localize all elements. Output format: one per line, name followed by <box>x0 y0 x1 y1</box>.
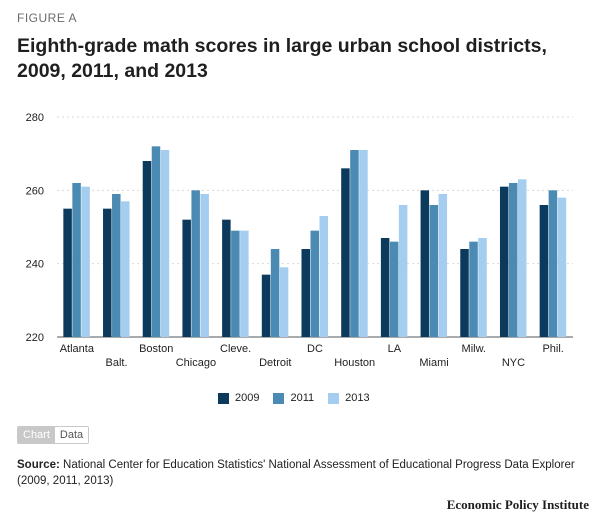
x-tick-label: Atlanta <box>60 343 95 355</box>
bar-cleve-2011 <box>231 230 240 337</box>
legend-label-2009: 2009 <box>235 392 260 404</box>
source-note: Source: National Center for Education St… <box>17 457 592 489</box>
bar-atlanta-2011 <box>72 183 81 337</box>
x-tick-label: Phil. <box>542 343 563 355</box>
x-tick-label: Chicago <box>176 357 216 369</box>
legend-item-2013: 2013 <box>328 392 370 404</box>
bar-phil-2009 <box>539 205 549 337</box>
x-tick-label: Balt. <box>106 357 128 369</box>
legend-label-2013: 2013 <box>345 392 370 404</box>
bar-boston-2011 <box>151 146 161 337</box>
bar-la-2013 <box>398 205 408 337</box>
bar-dc-2011 <box>310 230 319 337</box>
bar-milw-2011 <box>469 241 478 337</box>
legend-swatch-2011 <box>273 392 285 404</box>
bar-balt-2009 <box>103 208 112 337</box>
bar-detroit-2009 <box>261 274 271 337</box>
bar-la-2011 <box>389 241 399 337</box>
figure-label: FIGURE A <box>17 11 78 25</box>
bar-detroit-2013 <box>279 267 289 337</box>
bar-houston-2011 <box>350 150 359 337</box>
bar-houston-2009 <box>341 168 350 337</box>
legend-label-2011: 2011 <box>290 392 315 404</box>
x-tick-label: Boston <box>139 343 173 355</box>
bar-cleve-2009 <box>222 219 231 337</box>
bar-boston-2009 <box>142 161 152 337</box>
legend-swatch-2013 <box>328 392 340 404</box>
bar-chicago-2013 <box>200 194 209 337</box>
bar-detroit-2011 <box>270 249 280 337</box>
legend-item-2011: 2011 <box>273 392 314 404</box>
bar-phil-2013 <box>557 197 567 337</box>
source-label: Source: <box>17 459 60 471</box>
bar-chicago-2011 <box>191 190 200 337</box>
legend-swatch-2009 <box>218 392 229 404</box>
bar-chicago-2009 <box>182 219 191 337</box>
bar-nyc-2013 <box>517 179 527 337</box>
bar-dc-2013 <box>319 216 328 337</box>
chart-data-toggle: Chart Data <box>17 426 90 444</box>
bar-la-2009 <box>380 238 390 337</box>
bar-boston-2013 <box>160 150 170 337</box>
bar-balt-2013 <box>121 201 130 337</box>
bar-atlanta-2009 <box>63 208 72 337</box>
bar-balt-2011 <box>112 194 121 337</box>
legend-item-2009: 2009 <box>218 392 259 404</box>
bar-houston-2013 <box>359 150 368 337</box>
y-tick-label: 220 <box>26 332 44 344</box>
bar-nyc-2009 <box>499 186 509 337</box>
bar-milw-2013 <box>478 238 487 337</box>
x-tick-label: LA <box>388 343 402 355</box>
x-tick-label: Houston <box>334 357 375 369</box>
chart-tab-button[interactable]: Chart <box>18 427 55 443</box>
y-tick-label: 280 <box>26 112 44 124</box>
source-text: National Center for Education Statistics… <box>17 459 575 487</box>
bar-cleve-2013 <box>240 230 249 337</box>
x-tick-label: Cleve. <box>220 343 251 355</box>
bar-miami-2011 <box>429 205 439 337</box>
brand-logo: Economic Policy Institute <box>446 497 589 512</box>
chart-title: Eighth-grade math scores in large urban … <box>17 35 547 82</box>
x-tick-label: Miami <box>419 357 448 369</box>
y-tick-label: 260 <box>26 185 44 197</box>
legend: 2009 2011 2013 <box>218 392 384 404</box>
x-tick-label: Detroit <box>259 357 291 369</box>
y-tick-label: 240 <box>26 259 44 271</box>
bar-nyc-2011 <box>508 183 518 337</box>
bar-milw-2009 <box>460 249 469 337</box>
x-tick-label: DC <box>307 343 323 355</box>
bar-phil-2011 <box>548 190 558 337</box>
bar-dc-2009 <box>301 249 310 337</box>
data-tab-button[interactable]: Data <box>54 427 89 443</box>
bar-miami-2009 <box>420 190 430 337</box>
x-tick-label: NYC <box>502 357 525 369</box>
bar-miami-2013 <box>438 194 448 337</box>
bar-atlanta-2013 <box>81 186 90 337</box>
x-tick-label: Milw. <box>462 343 486 355</box>
